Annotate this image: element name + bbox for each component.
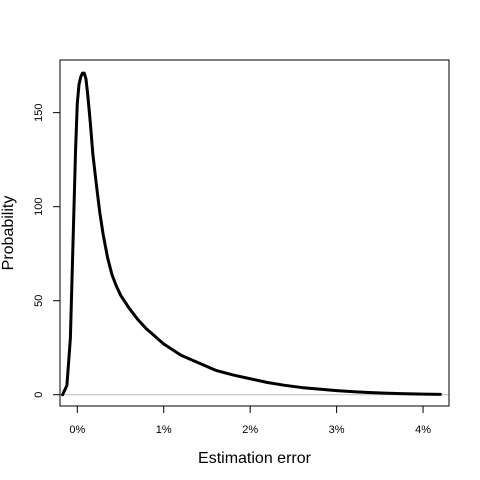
x-axis-title: Estimation error <box>198 450 312 467</box>
x-tick-label: 4% <box>415 424 431 436</box>
y-tick-label: 100 <box>33 197 45 215</box>
x-tick-label: 1% <box>156 424 172 436</box>
x-axis: 0% 1% 2% 3% 4% <box>69 405 431 436</box>
y-axis: 0 50 100 150 <box>33 103 61 398</box>
y-tick-label: 150 <box>33 103 45 121</box>
y-tick-label: 0 <box>33 392 45 398</box>
series-layer <box>61 71 442 397</box>
x-tick-label: 2% <box>242 424 258 436</box>
x-tick-label: 0% <box>69 424 85 436</box>
x-tick-label: 3% <box>329 424 345 436</box>
y-axis-title: Probability <box>0 196 17 271</box>
y-tick-label: 50 <box>33 295 45 307</box>
density-curve-line <box>61 71 442 397</box>
